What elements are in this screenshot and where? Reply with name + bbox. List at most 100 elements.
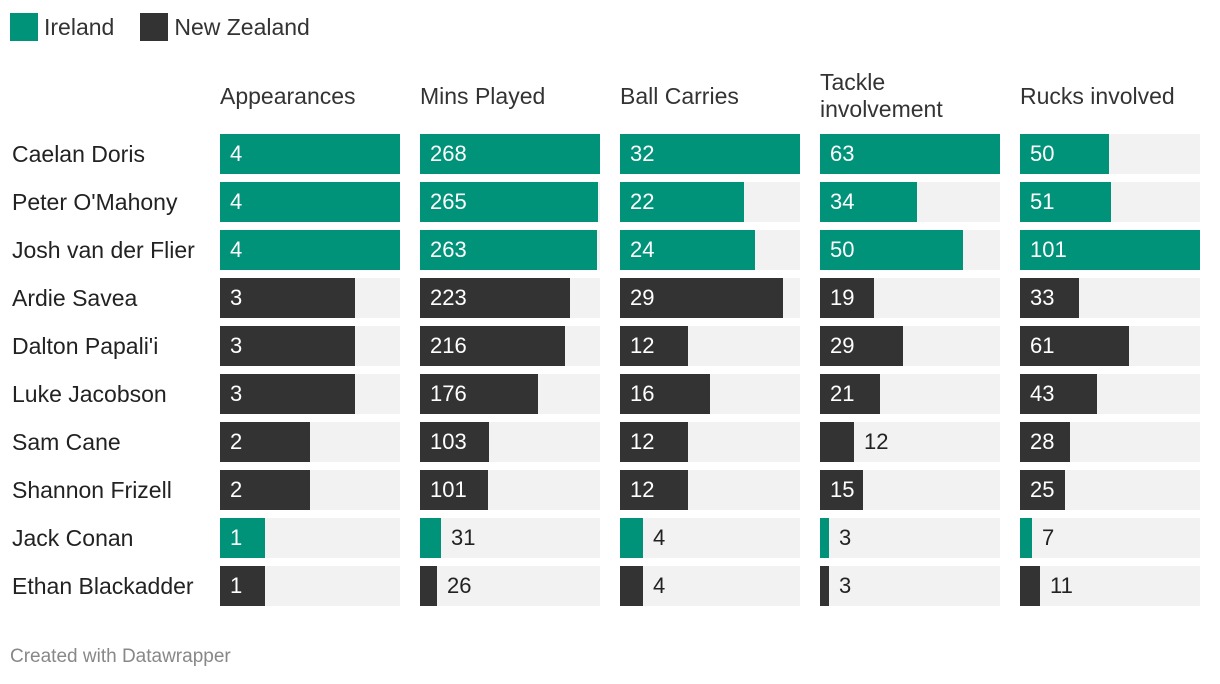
value-label: 3 <box>230 381 243 406</box>
cell-sam-cane-mins-played: 103 <box>420 422 600 462</box>
value-label: 34 <box>830 189 855 214</box>
cell-peter-o-mahony-ball-carries: 22 <box>620 182 800 222</box>
value-label: 101 <box>1030 237 1067 262</box>
legend-item-ireland: Ireland <box>10 13 114 41</box>
cell-luke-jacobson-rucks-involved: 43 <box>1020 374 1200 414</box>
cell-jack-conan-mins-played: 31 <box>420 518 600 558</box>
value-label: 33 <box>1030 285 1055 310</box>
cell-ardie-savea-mins-played: 223 <box>420 278 600 318</box>
cell-sam-cane-rucks-involved: 28 <box>1020 422 1200 462</box>
row-label-caelan-doris: Caelan Doris <box>12 141 145 167</box>
value-label: 4 <box>230 141 243 166</box>
row-label-sam-cane: Sam Cane <box>12 429 121 455</box>
cell-caelan-doris-ball-carries: 32 <box>620 134 800 174</box>
cell-sam-cane-appearances: 2 <box>220 422 400 462</box>
column-header-tackle-involvement: Tackle involvement <box>820 69 943 122</box>
value-label: 50 <box>830 237 855 262</box>
bar <box>620 182 744 222</box>
cell-caelan-doris-mins-played: 268 <box>420 134 600 174</box>
value-label: 63 <box>830 141 855 166</box>
bar <box>820 470 863 510</box>
value-label: 29 <box>630 285 655 310</box>
bar <box>1020 134 1109 174</box>
value-label: 223 <box>430 285 467 310</box>
cell-ethan-blackadder-mins-played: 26 <box>420 566 600 606</box>
bar <box>220 182 400 222</box>
value-label: 25 <box>1030 477 1055 502</box>
column-header-ball-carries: Ball Carries <box>620 82 739 109</box>
cell-sam-cane-tackle-involvement: 12 <box>820 422 1000 462</box>
bar <box>220 374 355 414</box>
bar <box>220 326 355 366</box>
value-label: 12 <box>630 429 655 454</box>
column-header-appearances: Appearances <box>220 82 356 109</box>
cell-ethan-blackadder-rucks-involved: 11 <box>1020 566 1200 606</box>
bar <box>1020 230 1200 270</box>
value-label: 12 <box>864 429 889 454</box>
bar <box>220 566 265 606</box>
cell-josh-van-der-flier-mins-played: 263 <box>420 230 600 270</box>
bar <box>1020 518 1032 558</box>
value-label: 15 <box>830 477 855 502</box>
cell-caelan-doris-rucks-involved: 50 <box>1020 134 1200 174</box>
value-label: 11 <box>1050 573 1073 598</box>
cell-jack-conan-ball-carries: 4 <box>620 518 800 558</box>
cell-caelan-doris-appearances: 4 <box>220 134 400 174</box>
bar <box>820 326 903 366</box>
bar <box>620 518 643 558</box>
cell-shannon-frizell-tackle-involvement: 15 <box>820 470 1000 510</box>
value-label: 21 <box>830 381 855 406</box>
cell-ethan-blackadder-appearances: 1 <box>220 566 400 606</box>
value-label: 43 <box>1030 381 1055 406</box>
value-label: 26 <box>447 573 472 598</box>
bar <box>820 182 917 222</box>
bar <box>620 470 688 510</box>
footer-credit[interactable]: Created with Datawrapper <box>10 646 231 667</box>
value-label: 263 <box>430 237 467 262</box>
value-label: 4 <box>653 525 666 550</box>
bar <box>820 230 963 270</box>
cell-luke-jacobson-ball-carries: 16 <box>620 374 800 414</box>
cell-josh-van-der-flier-ball-carries: 24 <box>620 230 800 270</box>
bar <box>420 422 489 462</box>
value-label: 2 <box>230 477 243 502</box>
bar <box>1020 326 1129 366</box>
value-label: 29 <box>830 333 855 358</box>
value-label: 3 <box>230 285 243 310</box>
bar <box>820 134 1000 174</box>
row-label-dalton-papali-i: Dalton Papali'i <box>12 333 159 359</box>
cell-sam-cane-ball-carries: 12 <box>620 422 800 462</box>
row-label-peter-o-mahony: Peter O'Mahony <box>12 189 178 215</box>
cell-peter-o-mahony-mins-played: 265 <box>420 182 600 222</box>
bar <box>220 422 310 462</box>
cell-peter-o-mahony-appearances: 4 <box>220 182 400 222</box>
bar <box>420 518 441 558</box>
row-label-ardie-savea: Ardie Savea <box>12 285 138 311</box>
value-label: 4 <box>230 189 243 214</box>
cell-luke-jacobson-mins-played: 176 <box>420 374 600 414</box>
cell-ethan-blackadder-tackle-involvement: 3 <box>820 566 1000 606</box>
row-label-ethan-blackadder: Ethan Blackadder <box>12 573 194 599</box>
bar <box>820 278 874 318</box>
cell-ardie-savea-appearances: 3 <box>220 278 400 318</box>
value-label: 51 <box>1030 189 1055 214</box>
value-label: 103 <box>430 429 467 454</box>
bar <box>420 374 538 414</box>
value-label: 4 <box>653 573 666 598</box>
bar <box>220 518 265 558</box>
bar <box>620 230 755 270</box>
bar <box>1020 566 1040 606</box>
bar <box>220 278 355 318</box>
bar <box>420 566 437 606</box>
cell-jack-conan-tackle-involvement: 3 <box>820 518 1000 558</box>
value-label: 2 <box>230 429 243 454</box>
row-label-jack-conan: Jack Conan <box>12 525 134 551</box>
legend-label-new-zealand: New Zealand <box>174 13 310 40</box>
value-label: 19 <box>830 285 855 310</box>
bar <box>220 470 310 510</box>
cell-shannon-frizell-appearances: 2 <box>220 470 400 510</box>
cell-luke-jacobson-tackle-involvement: 21 <box>820 374 1000 414</box>
cell-ardie-savea-tackle-involvement: 19 <box>820 278 1000 318</box>
value-label: 12 <box>630 477 655 502</box>
cell-jack-conan-appearances: 1 <box>220 518 400 558</box>
